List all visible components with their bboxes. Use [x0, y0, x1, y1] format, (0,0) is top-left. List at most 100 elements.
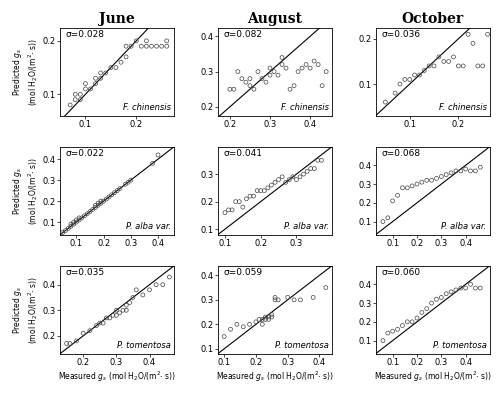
Point: [318, 157, 326, 163]
Point: [410, 72, 418, 78]
Text: P. tomentosa: P. tomentosa: [275, 341, 329, 350]
Point: [454, 63, 462, 69]
Point: [282, 65, 290, 71]
Point: [266, 72, 274, 78]
Point: [379, 338, 387, 344]
Point: [394, 326, 402, 332]
Point: [113, 187, 121, 194]
Point: [71, 97, 79, 103]
Point: [242, 79, 250, 85]
Point: [278, 61, 286, 68]
Point: [122, 181, 130, 187]
Point: [322, 68, 330, 75]
Point: [296, 297, 304, 303]
Point: [250, 193, 258, 199]
Point: [484, 31, 492, 37]
Point: [139, 292, 147, 298]
Point: [282, 179, 290, 185]
Y-axis label: Predicted $g_s$
(mol H$_2$O/(m$^2$$\cdot$ s)): Predicted $g_s$ (mol H$_2$O/(m$^2$$\cdot…: [11, 275, 40, 343]
Point: [239, 204, 247, 210]
Point: [220, 333, 228, 340]
Point: [148, 160, 156, 167]
Point: [64, 225, 72, 231]
Text: σ=0.028: σ=0.028: [66, 30, 104, 39]
Point: [254, 68, 262, 75]
Point: [300, 171, 308, 177]
Point: [94, 200, 102, 206]
Text: σ=0.036: σ=0.036: [382, 30, 420, 39]
Point: [432, 175, 440, 182]
Point: [242, 196, 250, 202]
Point: [476, 285, 484, 291]
Point: [262, 316, 270, 323]
Point: [422, 177, 430, 184]
Point: [472, 285, 480, 291]
Point: [152, 43, 160, 50]
Point: [226, 86, 234, 92]
Point: [432, 296, 440, 303]
Point: [290, 83, 298, 89]
Text: σ=0.022: σ=0.022: [66, 149, 104, 158]
Point: [268, 311, 276, 318]
Point: [102, 196, 110, 202]
Point: [306, 165, 314, 172]
Point: [70, 219, 78, 225]
Point: [62, 340, 70, 347]
Point: [102, 70, 110, 76]
Text: σ=0.035: σ=0.035: [66, 268, 105, 277]
Point: [418, 179, 426, 185]
Point: [278, 54, 286, 61]
Point: [96, 70, 104, 76]
Point: [233, 321, 241, 327]
Point: [96, 75, 104, 81]
Point: [457, 168, 465, 174]
Point: [422, 305, 430, 312]
Point: [438, 294, 446, 301]
Point: [109, 312, 117, 318]
Point: [78, 215, 86, 221]
Text: P. alba var.: P. alba var.: [442, 222, 486, 231]
Point: [444, 58, 452, 64]
Point: [262, 314, 270, 320]
Text: σ=0.082: σ=0.082: [224, 30, 262, 39]
Text: P. tomentosa: P. tomentosa: [432, 341, 486, 350]
Point: [408, 319, 416, 325]
Point: [162, 43, 170, 50]
Point: [435, 54, 443, 60]
Point: [428, 300, 436, 306]
Point: [105, 194, 113, 200]
Point: [268, 314, 276, 320]
Point: [452, 287, 460, 293]
Point: [438, 173, 446, 180]
Point: [119, 307, 127, 313]
Point: [92, 81, 100, 87]
Title: October: October: [402, 12, 464, 26]
Point: [76, 97, 84, 103]
Title: June: June: [100, 12, 135, 26]
Point: [314, 157, 322, 163]
Point: [97, 198, 105, 204]
Point: [232, 198, 239, 205]
Point: [270, 68, 278, 75]
Point: [224, 207, 232, 213]
Point: [457, 285, 465, 291]
Text: σ=0.041: σ=0.041: [224, 149, 262, 158]
Point: [127, 177, 135, 183]
Text: σ=0.068: σ=0.068: [382, 149, 420, 158]
Point: [110, 189, 118, 196]
Point: [122, 43, 130, 50]
Point: [142, 38, 150, 44]
Point: [70, 221, 78, 227]
Point: [162, 38, 170, 44]
Point: [447, 170, 455, 176]
Point: [440, 58, 448, 64]
Point: [132, 286, 140, 293]
Point: [264, 185, 272, 191]
Point: [252, 319, 260, 325]
Point: [318, 83, 326, 89]
Point: [408, 183, 416, 189]
Text: σ=0.059: σ=0.059: [224, 268, 262, 277]
Point: [72, 219, 80, 225]
Text: P. alba var.: P. alba var.: [284, 222, 329, 231]
Point: [82, 81, 90, 87]
